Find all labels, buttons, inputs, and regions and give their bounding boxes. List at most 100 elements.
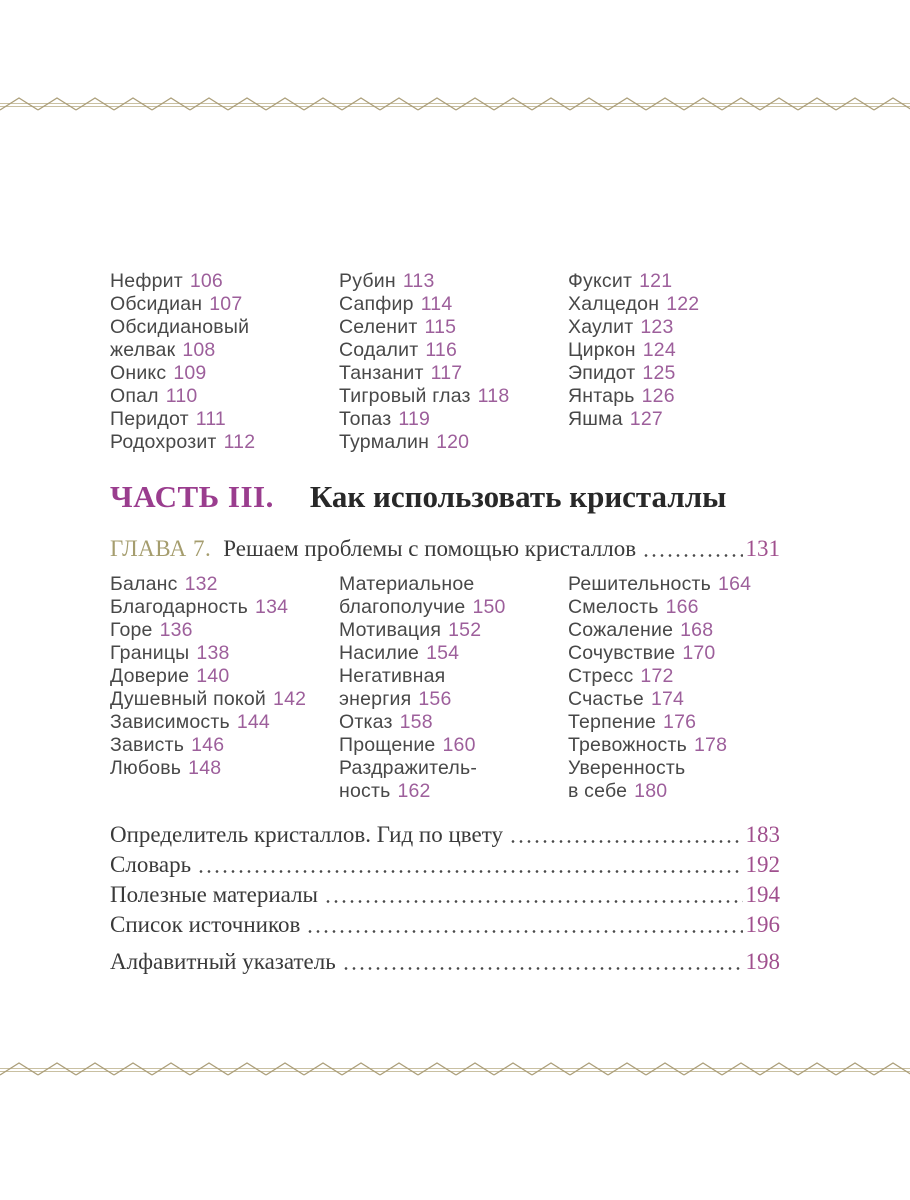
toc-entry-label: Прощение: [339, 734, 436, 756]
toc-entry: Яшма 127: [568, 408, 780, 431]
toc-entry-page: 152: [448, 619, 482, 641]
toc-entry-label: Оникс: [110, 362, 167, 384]
toc-entry: Прощение 160: [339, 734, 551, 757]
toc-entry-page: 132: [184, 573, 218, 595]
toc-entry-label: Насилие: [339, 642, 420, 664]
toc-entry-page: 142: [273, 688, 307, 710]
toc-entry-label: Обсидиан: [110, 293, 203, 315]
toc-entry-label: Содалит: [339, 339, 419, 361]
toc-entry-page: 106: [189, 270, 223, 292]
toc-entry: Турмалин 120: [339, 431, 551, 454]
toc-entry-page: 118: [477, 385, 510, 407]
toc-entry: Мотивация 152: [339, 619, 551, 642]
toc-entry: Любовь 148: [110, 757, 322, 780]
toc-entry: Отказ 158: [339, 711, 551, 734]
toc-entry-label: Циркон: [568, 339, 636, 361]
toc-entry-page: 146: [191, 734, 225, 756]
toc-entry-label: Рубин: [339, 270, 396, 292]
toc-entry-page: 117: [430, 362, 463, 384]
toc-entry-label: Счастье: [568, 688, 644, 710]
toc-entry: Фуксит 121: [568, 270, 780, 293]
toc-entry-page: 121: [639, 270, 673, 292]
toc-entry-page: 172: [640, 665, 674, 687]
toc-entry-label: Эпидот: [568, 362, 636, 384]
top-zigzag-border: [0, 93, 910, 115]
toc-entry-label: Турмалин: [339, 431, 430, 453]
toc-entry-page: 156: [418, 688, 452, 710]
part-heading-kicker: ЧАСТЬ III.: [110, 479, 274, 514]
toc-entry: Циркон 124: [568, 339, 780, 362]
toc-entry-label: Границы: [110, 642, 190, 664]
toc-entry-label: Негативная энергия: [339, 665, 446, 710]
toc-entry: Негативная энергия 156: [339, 665, 551, 711]
toc-entry: Тревожность 178: [568, 734, 780, 757]
toc-entry-label: Горе: [110, 619, 153, 641]
back-matter-entry: Алфавитный указатель 198: [110, 947, 780, 977]
toc-entry-label: Благодарность: [110, 596, 249, 618]
toc-entry-page: 136: [159, 619, 193, 641]
toc-entry-page: 115: [424, 316, 457, 338]
toc-entry-page: 113: [402, 270, 435, 292]
toc-entry-page: 123: [640, 316, 674, 338]
toc-entry: Смелость 166: [568, 596, 780, 619]
toc-entry-page: 116: [425, 339, 458, 361]
dotted-leader: [642, 553, 743, 558]
toc-entry-label: Танзанит: [339, 362, 424, 384]
toc-entry-label: Нефрит: [110, 270, 183, 292]
toc-entry: Хаулит 123: [568, 316, 780, 339]
toc-entry-label: Сочувствие: [568, 642, 676, 664]
toc-entry-page: 110: [165, 385, 198, 407]
toc-entry-label: Раздражитель- ность: [339, 757, 478, 802]
toc-entry-page: 109: [173, 362, 207, 384]
crystal-index-column-1: Нефрит 106 Обсидиан 107 Обсидиановый желва…: [110, 270, 322, 454]
toc-entry-page: 170: [682, 642, 716, 664]
toc-entry: Обсидиановый желвак 108: [110, 316, 322, 362]
toc-entry: Уверенность в себе 180: [568, 757, 780, 803]
toc-entry: Опал 110: [110, 385, 322, 408]
toc-entry: Рубин 113: [339, 270, 551, 293]
toc-entry: Стресс 172: [568, 665, 780, 688]
toc-entry-label: Халцедон: [568, 293, 660, 315]
toc-entry-label: Материальное благополучие: [339, 573, 475, 618]
toc-entry-label: Янтарь: [568, 385, 635, 407]
crystal-index-column-2: Рубин 113 Сапфир 114 Селенит 115 Содалит 116…: [339, 270, 551, 454]
toc-entry: Терпение 176: [568, 711, 780, 734]
toc-entry: Родохрозит 112: [110, 431, 322, 454]
toc-entry-page: 148: [188, 757, 222, 779]
toc-entry-page: 108: [182, 339, 216, 361]
toc-entry: Янтарь 126: [568, 385, 780, 408]
toc-entry-label: Зависимость: [110, 711, 230, 733]
toc-entry-label: Отказ: [339, 711, 393, 733]
crystal-index-column-3: Фуксит 121 Халцедон 122 Хаулит 123 Циркон 12…: [568, 270, 780, 454]
toc-entry-label: Обсидиановый желвак: [110, 316, 250, 361]
toc-entry-label: Тигровый глаз: [339, 385, 471, 407]
toc-entry: Тигровый глаз 118: [339, 385, 551, 408]
back-matter-page: 196: [745, 912, 781, 937]
bottom-zigzag-border: [0, 1058, 910, 1080]
topics-column-2: Материальное благополучие 150 Мотивация 15…: [339, 573, 551, 803]
toc-entry: Халцедон 122: [568, 293, 780, 316]
toc-entry-page: 127: [629, 408, 663, 430]
toc-entry: Содалит 116: [339, 339, 551, 362]
toc-entry-label: Опал: [110, 385, 159, 407]
back-matter-entry: Полезные материалы 194: [110, 880, 780, 910]
toc-entry: Обсидиан 107: [110, 293, 322, 316]
back-matter-entry: Словарь 192: [110, 850, 780, 880]
toc-entry-page: 144: [236, 711, 270, 733]
toc-entry: Перидот 111: [110, 408, 322, 431]
back-matter-label: Определитель кристаллов. Гид по цвету: [110, 822, 503, 847]
toc-entry: Душевный покой 142: [110, 688, 322, 711]
toc-entry-page: 122: [666, 293, 700, 315]
toc-entry-page: 124: [642, 339, 676, 361]
toc-content: Нефрит 106 Обсидиан 107 Обсидиановый желва…: [110, 270, 780, 977]
toc-entry-page: 178: [693, 734, 728, 756]
back-matter-label: Словарь: [110, 852, 192, 877]
dotted-leader: [197, 869, 743, 874]
chapter-title: Решаем проблемы с помощью кристаллов: [223, 536, 637, 561]
part-heading-title: Как использовать кристаллы: [309, 479, 727, 514]
toc-entry-page: 107: [209, 293, 243, 315]
toc-entry-page: 154: [426, 642, 460, 664]
crystal-index: Нефрит 106 Обсидиан 107 Обсидиановый желва…: [110, 270, 780, 454]
toc-entry: Зависимость 144: [110, 711, 322, 734]
back-matter-page: 198: [745, 949, 781, 974]
